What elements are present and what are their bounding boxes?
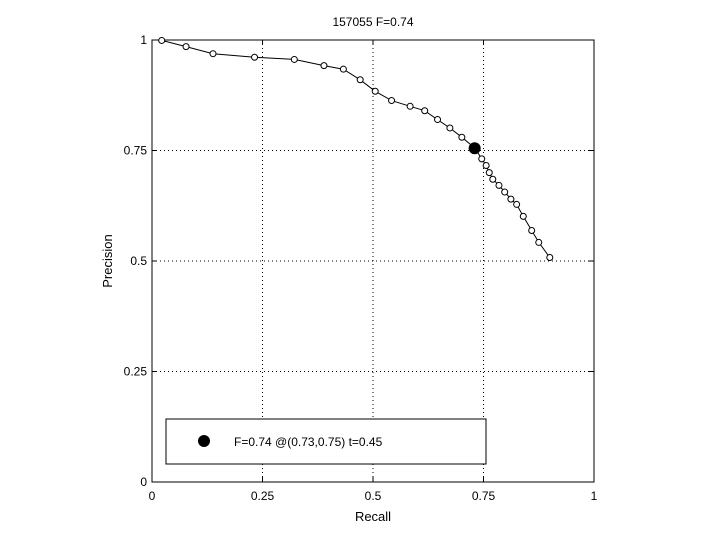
grid [152, 40, 594, 482]
data-point [421, 107, 429, 115]
pr-curve [158, 36, 554, 261]
data-point [406, 102, 414, 110]
x-tick-label: 0 [149, 489, 156, 503]
data-point [535, 238, 543, 246]
data-point [546, 253, 554, 261]
axis-ticks: 0 0.25 0.5 0.75 1 0 0.25 0.5 0.75 1 [124, 33, 598, 503]
y-tick-label: 1 [140, 33, 147, 47]
y-tick-label: 0.25 [124, 365, 148, 379]
data-point [356, 76, 364, 84]
data-point [339, 65, 347, 73]
data-point [290, 55, 298, 63]
best-f-point [468, 142, 481, 155]
chart-title: 157055 F=0.74 [332, 15, 413, 29]
data-point [485, 169, 493, 177]
legend-marker-filled-circle [198, 435, 210, 447]
x-tick-label: 0.5 [365, 489, 382, 503]
data-point [513, 200, 521, 208]
y-axis-label: Precision [100, 234, 115, 287]
data-point [446, 124, 454, 132]
data-point [458, 133, 466, 141]
y-tick-label: 0 [140, 475, 147, 489]
data-point [478, 155, 486, 163]
series-line [161, 39, 551, 258]
data-point [495, 181, 503, 189]
x-tick-label: 1 [591, 489, 598, 503]
data-point [158, 36, 166, 44]
data-point [519, 212, 527, 220]
data-point [388, 97, 396, 105]
data-point [482, 162, 490, 170]
data-point [182, 43, 190, 51]
x-tick-label: 0.75 [472, 489, 496, 503]
legend-box [165, 418, 487, 465]
y-tick-label: 0.5 [130, 254, 147, 268]
data-point [371, 87, 379, 95]
data-point [209, 50, 217, 58]
data-point [501, 188, 509, 196]
legend-entry-label: F=0.74 @(0.73,0.75) t=0.45 [234, 435, 383, 449]
data-point [489, 175, 497, 183]
data-point [434, 116, 442, 124]
data-point [251, 53, 259, 61]
data-point [320, 62, 328, 70]
data-point [507, 195, 515, 203]
legend: F=0.74 @(0.73,0.75) t=0.45 [165, 418, 487, 465]
x-tick-label: 0.25 [251, 489, 275, 503]
x-axis-label: Recall [355, 509, 391, 524]
data-point [528, 227, 536, 235]
y-tick-label: 0.75 [124, 144, 148, 158]
